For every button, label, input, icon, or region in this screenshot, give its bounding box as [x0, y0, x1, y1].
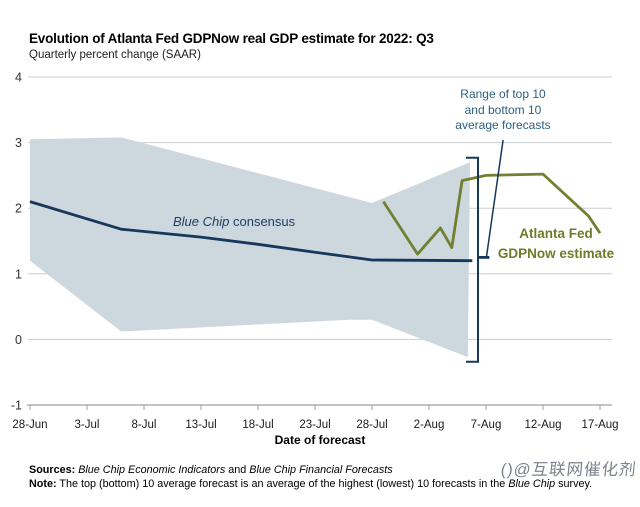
sources-conjunction: and — [225, 464, 250, 476]
gdpnow-line — [382, 172, 602, 256]
x-axis-tick-label: 23-Jul — [299, 419, 330, 431]
sources-line: Sources: Blue Chip Economic Indicators a… — [29, 464, 393, 476]
sources-title-1: Blue Chip Economic Indicators — [75, 464, 226, 476]
x-axis-tick-label: 7-Aug — [471, 419, 502, 431]
sources-title-2: Blue Chip Financial Forecasts — [249, 464, 393, 476]
note-blue-chip-italic: Blue Chip — [508, 478, 556, 490]
x-axis-tick-label: 2-Aug — [414, 419, 445, 431]
note-line: Note: The top (bottom) 10 average foreca… — [29, 478, 592, 490]
x-axis-tick-label: 28-Jul — [356, 419, 387, 431]
x-axis-tick-label: 12-Aug — [524, 419, 561, 431]
x-axis-tick-label: 17-Aug — [581, 419, 618, 431]
chart-title: Evolution of Atlanta Fed GDPNow real GDP… — [29, 31, 434, 46]
y-axis-tick-label: 2 — [15, 202, 22, 216]
sources-label: Sources: — [29, 464, 76, 476]
y-axis-tick-label: 0 — [15, 333, 22, 347]
y-axis-tick-label: 1 — [15, 267, 22, 281]
gdpnow-annotation: Atlanta Fed GDPNow estimate — [497, 226, 615, 261]
blue-chip-consensus-label-rest: consensus — [229, 214, 296, 229]
note-label: Note: — [29, 478, 57, 490]
chart-subtitle: Quarterly percent change (SAAR) — [29, 49, 201, 61]
x-axis-title: Date of forecast — [274, 433, 366, 447]
blue-chip-consensus-label-italic: Blue Chip — [173, 214, 230, 229]
note-text: The top (bottom) 10 average forecast is … — [56, 478, 509, 490]
y-axis-tick-label: 4 — [15, 71, 22, 85]
x-axis-tick-label: 3-Jul — [75, 419, 100, 431]
x-axis-tick-label: 13-Jul — [185, 419, 216, 431]
x-axis-tick-label: 8-Jul — [132, 419, 157, 431]
range-bracket — [466, 156, 479, 363]
x-axis-tick-label: 28-Jun — [12, 419, 47, 431]
range-annotation-leader-line — [485, 139, 504, 257]
watermark: ()@互联网催化剂 — [500, 461, 638, 479]
note-text-end: survey. — [555, 478, 593, 490]
blue-chip-consensus-line — [29, 200, 473, 263]
y-axis-tick-label: 3 — [15, 136, 22, 150]
y-axis-tick-label: -1 — [11, 399, 22, 413]
forecast-range-band — [30, 137, 470, 358]
blue-chip-consensus-label: Blue Chip consensus — [173, 214, 295, 229]
x-axis-tick-label: 18-Jul — [242, 419, 273, 431]
range-annotation: Range of top 10 and bottom 10 average fo… — [455, 87, 551, 132]
